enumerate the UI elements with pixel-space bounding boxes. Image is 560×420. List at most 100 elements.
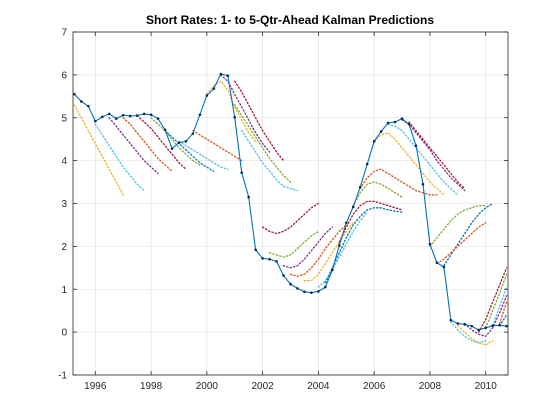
prediction-series-line [178,140,229,170]
prediction-series-line [436,222,487,265]
actual-data-point [247,195,250,199]
prediction-series-line [268,230,320,258]
actual-data-point [107,112,111,116]
prediction-series-line [492,286,508,327]
actual-data-point [310,291,313,294]
prediction-series-line [359,168,438,196]
actual-data-point [372,140,376,143]
prediction-series-line [108,117,159,175]
actual-data-point [219,72,223,76]
prediction-series-line [164,129,215,172]
y-tick-label: 1 [61,285,67,296]
x-tick-label: 2000 [196,381,219,392]
actual-data-point [261,257,264,260]
x-tick-label: 2002 [251,381,274,392]
actual-data-point [87,104,90,108]
actual-data-point [121,113,125,117]
actual-data-point [191,132,195,135]
actual-data-point [337,244,341,247]
y-tick-label: 7 [61,28,67,39]
prediction-series-line [401,119,466,192]
actual-data-point [296,287,299,290]
actual-data-point [386,121,390,125]
actual-data-point [435,261,439,264]
y-tick-label: 6 [61,70,67,81]
prediction-series-line [478,267,508,333]
actual-data-point [212,87,216,90]
prediction-series-line [387,123,459,196]
actual-data-point [80,100,83,103]
actual-data-point [240,171,244,174]
actual-data-point [73,92,76,96]
prediction-series-line [261,202,320,235]
prediction-series-line [282,226,333,269]
actual-data-point [470,324,474,328]
actual-data-point [135,114,139,117]
prediction-series-line [338,200,403,243]
prediction-series-line [241,129,299,192]
actual-data-point [421,182,425,186]
x-tick-label: 2008 [419,381,442,392]
y-tick-label: 4 [61,156,67,167]
prediction-series-line [73,104,124,196]
actual-data-point [163,128,167,132]
actual-data-point [351,205,355,209]
actual-data-point [94,119,97,123]
actual-data-point [170,147,174,150]
actual-data-point [289,282,292,286]
prediction-series-line [303,222,354,282]
prediction-series-line [289,224,347,278]
prediction-series-line [122,117,173,172]
prediction-series-line [457,325,494,346]
actual-data-point [128,114,132,118]
actual-data-point [358,185,362,189]
prediction-series-line [136,114,187,170]
actual-data-point [379,130,383,133]
actual-data-point [317,290,320,293]
prediction-series-line [150,117,201,166]
x-tick-label: 1998 [140,381,163,392]
actual-data-point [149,113,153,117]
prediction-series-line [498,314,508,327]
prediction-series-line [443,202,494,267]
prediction-series-line [192,129,243,162]
chart-title: Short Rates: 1- to 5-Qtr-Ahead Kalman Pr… [146,13,434,27]
actual-data-point [177,141,181,144]
actual-data-point [303,290,306,294]
actual-data-point [463,323,467,326]
actual-data-point [331,268,334,272]
actual-data-point [456,322,460,325]
prediction-series-line [450,320,487,344]
actual-data-point [498,323,501,327]
actual-data-point [344,221,348,225]
actual-data-point [505,324,508,328]
y-tick-label: -1 [58,371,67,382]
actual-data-point [484,326,487,330]
y-tick-label: 5 [61,113,67,124]
actual-data-point [393,120,397,124]
actual-data-point [100,115,104,119]
x-tick-label: 2010 [475,381,498,392]
actual-data-point [365,162,369,166]
prediction-series-line [234,104,292,183]
actual-data-point [205,94,209,97]
actual-data-point [184,140,188,143]
actual-data-point [414,144,418,147]
prediction-series-line [408,121,466,190]
actual-data-point [142,112,146,116]
actual-data-point [156,117,160,120]
x-tick-label: 2004 [307,381,330,392]
actual-data-point [449,318,453,322]
actual-data-point [407,122,411,126]
prediction-series-line [234,80,285,162]
y-tick-label: 0 [61,328,67,339]
actual-data-point [114,117,118,120]
x-tick-label: 2006 [363,381,386,392]
prediction-series-line [485,273,508,329]
actual-data-point [226,74,230,78]
prediction-series-line [324,207,403,284]
actual-data-point [282,274,285,277]
actual-data-point [268,257,271,261]
actual-data-point [428,242,432,246]
